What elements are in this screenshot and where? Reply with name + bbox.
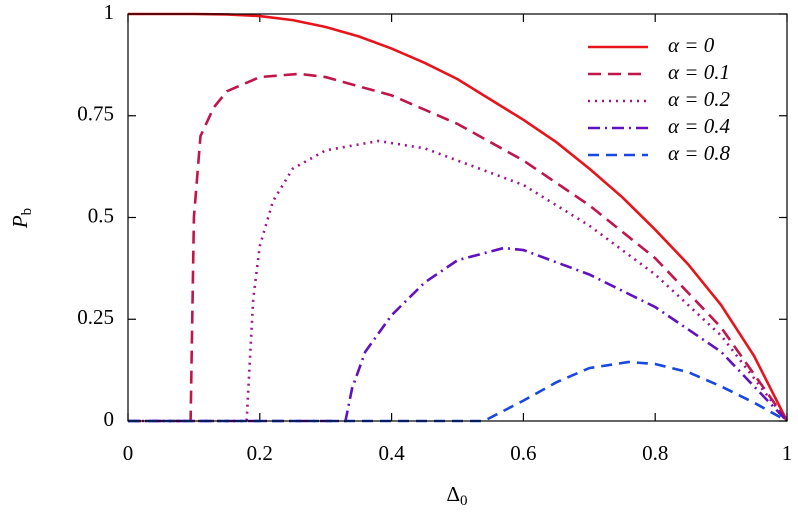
y-tick-label: 0.75 xyxy=(77,102,114,126)
y-tick-label: 0.25 xyxy=(77,305,114,329)
legend-label: α = 0.8 xyxy=(668,141,730,165)
legend-label: α = 0.2 xyxy=(668,87,730,111)
x-tick-label: 0.4 xyxy=(378,441,405,465)
x-axis-label: Δ0 xyxy=(446,482,467,510)
legend-label: α = 0.1 xyxy=(668,60,730,84)
series-line xyxy=(128,139,789,423)
series-line xyxy=(128,72,789,423)
y-tick-label: 1 xyxy=(104,0,115,24)
x-tick-label: 0.6 xyxy=(510,441,536,465)
x-tick-label: 0.2 xyxy=(247,441,273,465)
y-axis-label: Pb xyxy=(8,208,36,229)
x-tick-label: 1 xyxy=(782,441,793,465)
legend-label: α = 0 xyxy=(668,33,715,57)
plot-frame xyxy=(127,13,788,422)
x-tick-label: 0 xyxy=(123,441,134,465)
y-tick-label: 0 xyxy=(104,407,115,431)
series-line xyxy=(128,12,789,422)
series-line xyxy=(128,360,788,423)
x-tick-label: 0.8 xyxy=(642,441,668,465)
series-line xyxy=(128,246,788,423)
y-tick-label: 0.5 xyxy=(88,203,114,227)
legend-label: α = 0.4 xyxy=(668,114,730,138)
